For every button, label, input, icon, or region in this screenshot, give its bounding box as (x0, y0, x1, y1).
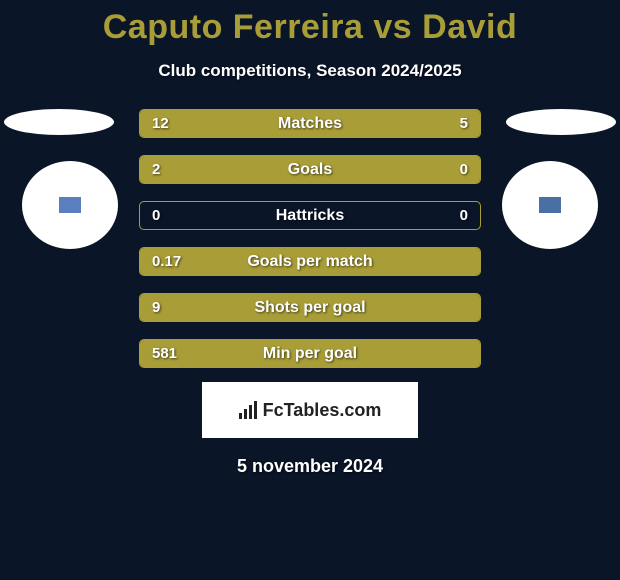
stat-label: Matches (140, 115, 480, 133)
date-label: 5 november 2024 (0, 456, 620, 477)
stat-row: 0.17Goals per match (139, 247, 481, 276)
stat-label: Goals per match (140, 253, 480, 271)
team-oval-left (4, 109, 114, 135)
logo-box: FcTables.com (202, 382, 418, 438)
stat-row: 581Min per goal (139, 339, 481, 368)
stat-label: Shots per goal (140, 299, 480, 317)
stat-row: 9Shots per goal (139, 293, 481, 322)
flag-icon (539, 197, 561, 213)
team-oval-right (506, 109, 616, 135)
stat-row: 12Matches5 (139, 109, 481, 138)
player-avatar-left (22, 161, 118, 249)
stat-label: Hattricks (140, 207, 480, 225)
stat-row: 2Goals0 (139, 155, 481, 184)
page-title: Caputo Ferreira vs David (103, 8, 517, 47)
stat-label: Min per goal (140, 345, 480, 363)
stat-value-right: 0 (460, 161, 468, 178)
stat-value-right: 0 (460, 207, 468, 224)
stat-bars: 12Matches52Goals00Hattricks00.17Goals pe… (139, 109, 481, 368)
stat-row: 0Hattricks0 (139, 201, 481, 230)
subtitle: Club competitions, Season 2024/2025 (158, 61, 461, 81)
player-avatar-right (502, 161, 598, 249)
bars-icon (239, 401, 257, 419)
stat-label: Goals (140, 161, 480, 179)
stat-value-right: 5 (460, 115, 468, 132)
logo-text: FcTables.com (263, 400, 382, 421)
comparison-panel: 12Matches52Goals00Hattricks00.17Goals pe… (0, 109, 620, 477)
flag-icon (59, 197, 81, 213)
